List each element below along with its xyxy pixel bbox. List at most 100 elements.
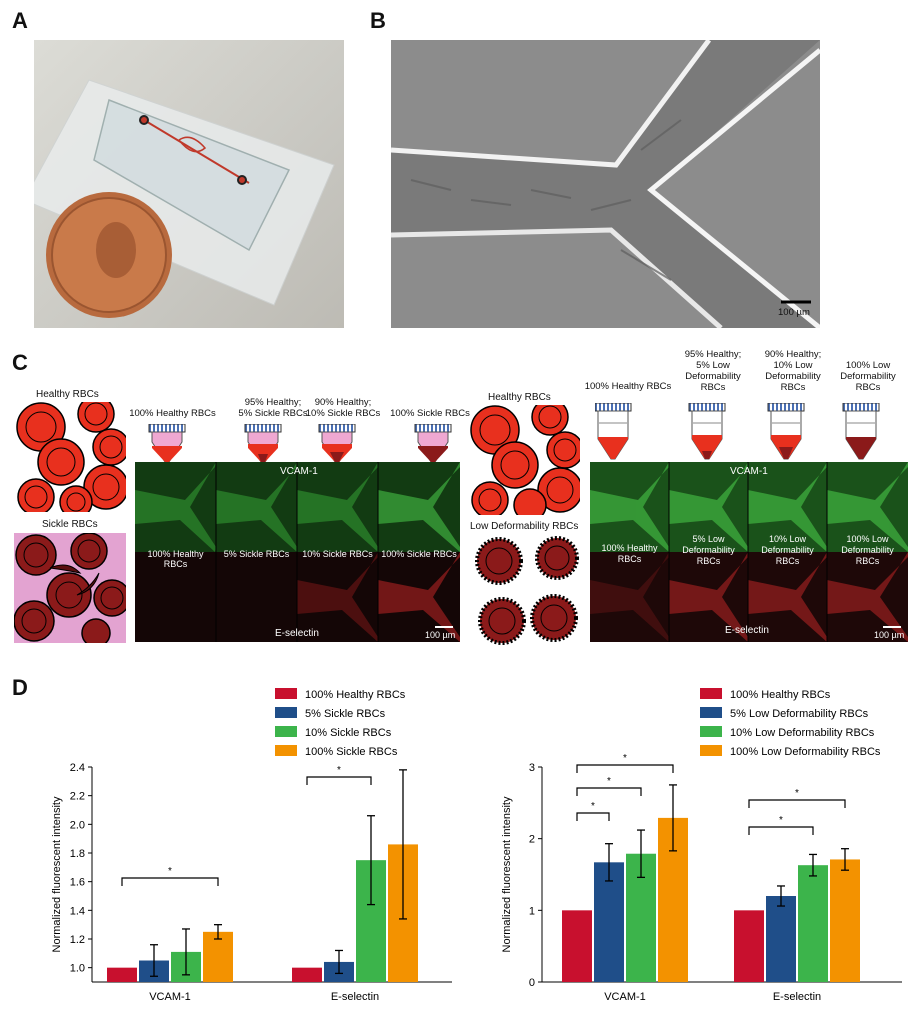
x-tick-label: VCAM-1 [604,991,646,1003]
y-tick-label: 2 [529,834,535,846]
significance-bracket [576,812,610,821]
significance-bracket [748,826,814,835]
significance-bracket [748,799,846,808]
bar [830,859,860,982]
panel-label-d: D [12,675,28,700]
tube-label-right-0: 100% Healthy RBCs [584,381,672,392]
sample-tubes-left [125,423,465,464]
significance-mark: * [607,776,611,787]
x-tick-label: VCAM-1 [149,991,191,1003]
bar [203,931,233,982]
legend-label: 100% Healthy RBCs [305,689,406,701]
healthy-rbc-illustration-right [470,398,584,522]
tube-label-right-2: 90% Healthy; 10% Low Deformability RBCs [764,349,822,393]
legend-label: 100% Healthy RBCs [730,689,831,701]
legend-swatch [700,726,722,737]
y-axis-label: Normalized fluorescent intensity [51,796,63,952]
y-tick-label: 1 [529,905,535,917]
sickle-rbc-illustration [13,532,131,648]
significance-mark: * [623,753,627,764]
bar [562,910,592,982]
tube-label-2: 90% Healthy; 10% Sickle RBCs [305,397,381,419]
eselectin-label-left: E-selectin [275,628,319,639]
tube-label-0: 100% Healthy RBCs [129,408,216,419]
bar [107,967,137,982]
row-label-left-3: 100% Sickle RBCs [381,549,457,559]
bar [734,910,764,982]
bar [798,865,828,982]
legend-label: 10% Low Deformability RBCs [730,727,875,739]
lowdef-rbc-illustration [472,536,580,646]
significance-mark: * [591,801,595,812]
y-tick-label: 2.0 [70,819,85,831]
y-axis-label: Normalized fluorescent intensity [501,796,513,952]
sample-tubes-right [594,402,915,463]
tube-label-1: 95% Healthy; 5% Sickle RBCs [238,397,308,419]
legend-swatch [275,726,297,737]
legend-label: 5% Sickle RBCs [305,708,386,720]
tube-label-right-3: 100% Low Deformability RBCs [840,360,896,393]
legend-swatch [700,745,722,756]
panel-label-c: C [12,350,28,375]
micrograph-bifurcation: 100 µm [391,40,820,328]
sickle-rbc-label: Sickle RBCs [42,519,98,530]
healthy-rbc-illustration [16,395,130,519]
bar [766,896,796,982]
fluorescence-grid-left: VCAM-1 100% Healthy RBCs 5% Sickle RBCs … [135,462,460,642]
healthy-rbc-label-right: Healthy RBCs [488,392,551,403]
legend-swatch [700,707,722,718]
significance-bracket [306,776,372,785]
y-tick-label: 2.4 [70,762,85,774]
scale-bar-label: 100 µm [778,307,810,318]
significance-mark: * [337,765,341,776]
legend-swatch [700,688,722,699]
significance-mark: * [779,815,783,826]
panel-label-a: A [12,8,28,33]
y-tick-label: 1.2 [70,934,85,946]
lowdef-rbc-label: Low Deformability RBCs [470,521,579,532]
legend-swatch [275,688,297,699]
legend-label: 10% Sickle RBCs [305,727,392,739]
significance-mark: * [168,866,172,877]
significance-bracket [576,787,642,796]
row-label-right-2: 10% Low Deformability RBCs [761,534,814,566]
legend-label: 100% Sickle RBCs [305,746,398,758]
scale-bar-right: 100 µm [874,630,905,640]
bar-chart-sickle: 100% Healthy RBCs 5% Sickle RBCs 10% Sickl… [51,688,452,1003]
legend-label: 100% Low Deformability RBCs [730,746,881,758]
y-tick-label: 1.6 [70,877,85,889]
significance-bracket [576,764,674,773]
x-tick-label: E-selectin [331,991,379,1003]
row-label-left-2: 10% Sickle RBCs [302,549,373,559]
y-tick-label: 1.8 [70,848,85,860]
significance-mark: * [795,788,799,799]
fluorescence-grid-right: VCAM-1 100% Healthy RBCs 5% Low Deformab… [590,462,908,642]
legend-label: 5% Low Deformability RBCs [730,708,869,720]
row-label-left-0: 100% Healthy RBCs [147,549,204,569]
healthy-rbc-label: Healthy RBCs [36,389,99,400]
y-tick-label: 1.4 [70,905,85,917]
row-label-right-1: 5% Low Deformability RBCs [682,534,735,566]
significance-bracket [121,877,219,886]
y-tick-label: 0 [529,977,535,989]
panel-label-b: B [370,8,386,33]
y-tick-label: 3 [529,762,535,774]
scale-bar-left: 100 µm [425,630,456,640]
x-tick-label: E-selectin [773,991,821,1003]
legend-swatch [275,707,297,718]
row-label-left-1: 5% Sickle RBCs [223,549,290,559]
vcam-label-left: VCAM-1 [280,466,318,477]
tube-label-3: 100% Sickle RBCs [390,408,470,419]
vcam-label-right: VCAM-1 [730,466,768,477]
y-tick-label: 1.0 [70,963,85,975]
legend-swatch [275,745,297,756]
tube-label-right-1: 95% Healthy; 5% Low Deformability RBCs [684,349,742,393]
eselectin-label-right: E-selectin [725,625,769,636]
device-photo [34,40,344,328]
y-tick-label: 2.2 [70,791,85,803]
bar [292,967,322,982]
bar [594,862,624,982]
bar-chart-low-deformability: 100% Healthy RBCs 5% Low Deformability RB… [501,688,902,1003]
row-label-right-0: 100% Healthy RBCs [601,543,658,564]
row-label-right-3: 100% Low Deformability RBCs [841,534,894,566]
